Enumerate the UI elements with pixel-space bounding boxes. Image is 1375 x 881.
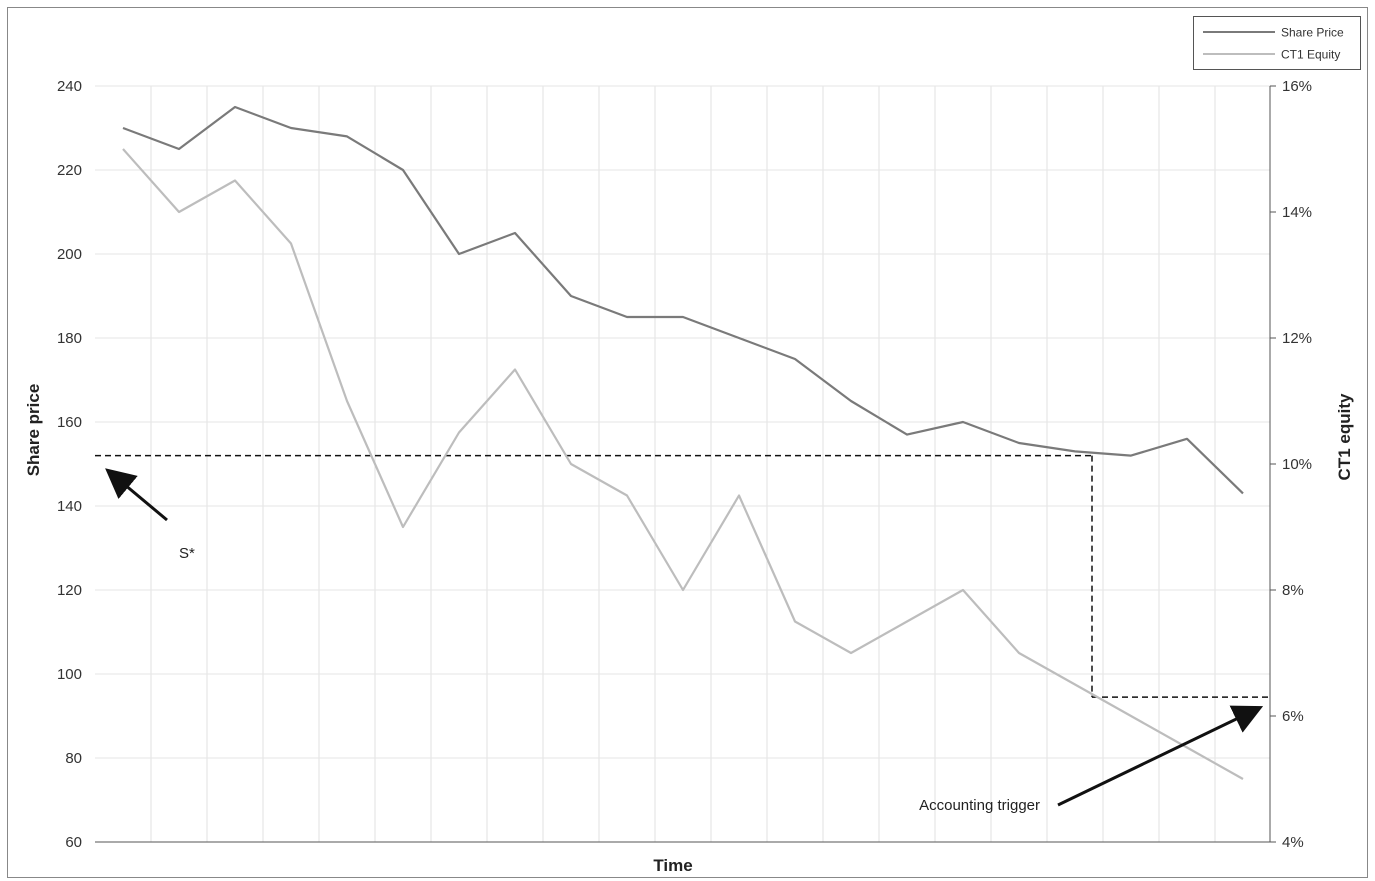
y-left-tick-label: 220 bbox=[57, 162, 82, 179]
y-right-tick-label: 16% bbox=[1282, 78, 1312, 95]
legend-label-ct1-equity: CT1 Equity bbox=[1281, 48, 1340, 62]
y-left-tick-label: 200 bbox=[57, 246, 82, 263]
y-left-tick-label: 180 bbox=[57, 330, 82, 347]
tick-labels: 60 80 100 120 140 160 180 200 220 240 4% 6% 8% 10% 12%… bbox=[57, 78, 1312, 851]
y-axis-left-title: Share price bbox=[24, 384, 43, 477]
reference-lines bbox=[95, 454, 1270, 698]
y-left-tick-label: 160 bbox=[57, 414, 82, 431]
ct1-equity-line bbox=[122, 148, 1244, 780]
y-left-tick-label: 100 bbox=[57, 666, 82, 683]
y-left-tick-label: 60 bbox=[65, 834, 82, 851]
s-star-arrow bbox=[105, 468, 168, 522]
axes bbox=[95, 85, 1276, 843]
accounting-trigger-label: Accounting trigger bbox=[919, 797, 1040, 814]
s-star-label: S* bbox=[179, 545, 195, 562]
y-axis-right-title: CT1 equity bbox=[1335, 393, 1354, 480]
accounting-trigger-arrow bbox=[1057, 705, 1264, 807]
y-left-tick-label: 80 bbox=[65, 750, 82, 767]
legend-box bbox=[1193, 16, 1361, 70]
y-right-tick-label: 10% bbox=[1282, 456, 1312, 473]
y-left-tick-label: 120 bbox=[57, 582, 82, 599]
legend: Share Price CT1 Equity bbox=[1193, 16, 1361, 70]
y-left-tick-label: 240 bbox=[57, 78, 82, 95]
y-right-tick-label: 8% bbox=[1282, 582, 1304, 599]
legend-label-share-price: Share Price bbox=[1281, 26, 1344, 40]
y-left-tick-label: 140 bbox=[57, 498, 82, 515]
y-right-tick-label: 6% bbox=[1282, 708, 1304, 725]
y-right-tick-label: 14% bbox=[1282, 204, 1312, 221]
x-axis-title: Time bbox=[653, 856, 692, 875]
share-price-line bbox=[122, 105, 1244, 495]
y-right-tick-label: 12% bbox=[1282, 330, 1312, 347]
y-right-tick-label: 4% bbox=[1282, 834, 1304, 851]
series-lines bbox=[122, 105, 1244, 780]
chart-frame bbox=[7, 7, 1368, 878]
